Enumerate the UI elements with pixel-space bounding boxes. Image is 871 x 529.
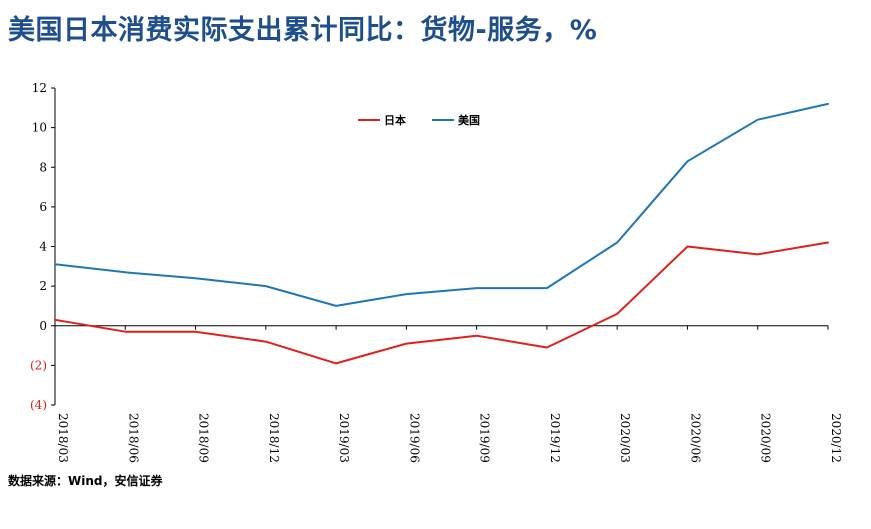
legend-label: 美国 [458, 113, 480, 127]
series-line [54, 102, 829, 307]
y-tick-label: (4) [30, 398, 47, 412]
y-axis: 12 10 8 6 4 2 0 (2) (4) [30, 81, 56, 412]
y-tick-label: (2) [30, 358, 47, 372]
y-tick-label: 2 [39, 279, 47, 293]
x-tick-label: 2018/06 [126, 413, 140, 463]
x-tick-label: 2019/03 [337, 413, 351, 463]
x-tick-label: 2020/06 [688, 413, 702, 463]
x-tick-label: 2019/06 [407, 413, 421, 463]
series-line [54, 241, 829, 365]
x-tick-label: 2020/03 [618, 413, 632, 463]
x-tick-label: 2018/09 [197, 413, 211, 463]
y-tick-label: 8 [39, 160, 47, 174]
chart-title: 美国日本消费实际支出累计同比：货物-服务，% [8, 15, 598, 46]
y-tick-label: 10 [32, 121, 47, 135]
y-tick-label: 4 [39, 240, 47, 254]
legend: 日本 美国 [358, 113, 480, 127]
series-lines [54, 102, 829, 365]
legend-label: 日本 [384, 113, 406, 127]
x-tick-label: 2019/12 [548, 413, 562, 463]
x-tick-label: 2018/03 [56, 413, 70, 463]
source-note: 数据来源：Wind，安信证券 [8, 474, 163, 488]
y-tick-label: 6 [39, 200, 47, 214]
x-tick-label: 2018/12 [267, 413, 281, 463]
x-tick-label: 2020/12 [829, 413, 843, 463]
x-tick-label: 2019/09 [478, 413, 492, 463]
y-tick-label: 0 [39, 319, 47, 333]
x-tick-label: 2020/09 [759, 413, 773, 463]
x-axis: 2018/03 2018/06 2018/09 2018/12 2019/03 2019/… [54, 325, 843, 463]
y-tick-label: 12 [32, 81, 47, 95]
